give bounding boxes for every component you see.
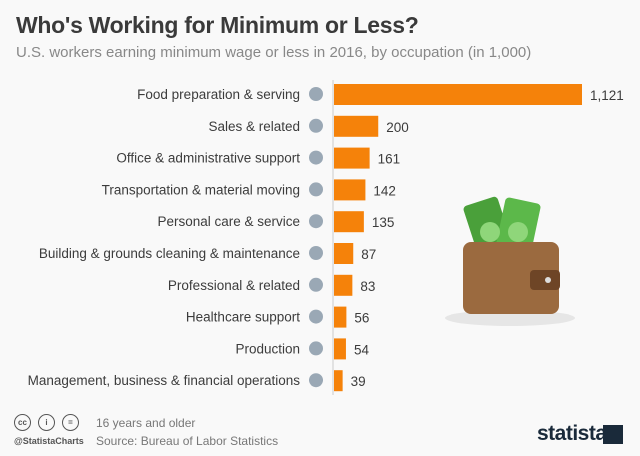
- category-label: Food preparation & serving: [137, 87, 300, 102]
- bar: [334, 243, 354, 264]
- bar: [334, 306, 347, 328]
- value-label: 161: [378, 152, 401, 167]
- category-label: Professional & related: [168, 278, 300, 293]
- bar: [334, 370, 343, 392]
- source: Source: Bureau of Labor Statistics: [96, 434, 279, 448]
- gear-icon: [309, 341, 323, 356]
- value-label: 39: [351, 374, 366, 389]
- footnote: 16 years and older: [96, 416, 196, 430]
- attribution-icon: i: [38, 414, 55, 431]
- value-label: 83: [360, 279, 375, 294]
- statista-logo: statista: [537, 422, 607, 445]
- bar: [334, 147, 370, 169]
- category-label: Healthcare support: [186, 310, 300, 325]
- category-label: Personal care & service: [157, 214, 300, 229]
- spray-bottle-icon: [309, 246, 323, 260]
- value-label: 54: [354, 342, 370, 357]
- value-label: 87: [361, 247, 376, 262]
- statista-logo-icon: [603, 425, 623, 444]
- value-label: 135: [372, 215, 395, 230]
- category-label: Office & administrative support: [116, 151, 300, 166]
- first-aid-icon: [309, 309, 323, 324]
- chart-subtitle: U.S. workers earning minimum wage or les…: [16, 44, 532, 61]
- value-label: 1,121: [590, 88, 624, 103]
- businessman-icon: [309, 277, 323, 292]
- chart-title: Who's Working for Minimum or Less?: [16, 12, 419, 38]
- bar: [334, 211, 364, 233]
- bar: [334, 84, 582, 105]
- bar: [334, 179, 366, 201]
- wallet-illustration: [445, 196, 575, 326]
- price-tag-icon: [309, 118, 323, 133]
- cloche-icon: [309, 87, 323, 101]
- bar: [334, 338, 346, 360]
- value-label: 56: [354, 311, 369, 326]
- category-label: Production: [235, 341, 300, 356]
- category-label: Transportation & material moving: [102, 182, 300, 197]
- category-label: Building & grounds cleaning & maintenanc…: [39, 246, 300, 261]
- value-label: 200: [386, 120, 409, 135]
- bar: [334, 274, 353, 296]
- cc-license-icon: cc: [14, 414, 31, 431]
- bar: [334, 115, 379, 137]
- category-label: Sales & related: [208, 119, 300, 134]
- no-derivatives-icon: =: [62, 414, 79, 431]
- category-label: Management, business & financial operati…: [28, 373, 301, 388]
- tie-icon: [309, 373, 323, 388]
- truck-icon: [309, 182, 323, 197]
- heart-pulse-icon: [309, 214, 323, 229]
- twitter-handle: @StatistaCharts: [14, 436, 84, 446]
- value-label: 142: [373, 183, 396, 198]
- office-chair-icon: [309, 150, 323, 165]
